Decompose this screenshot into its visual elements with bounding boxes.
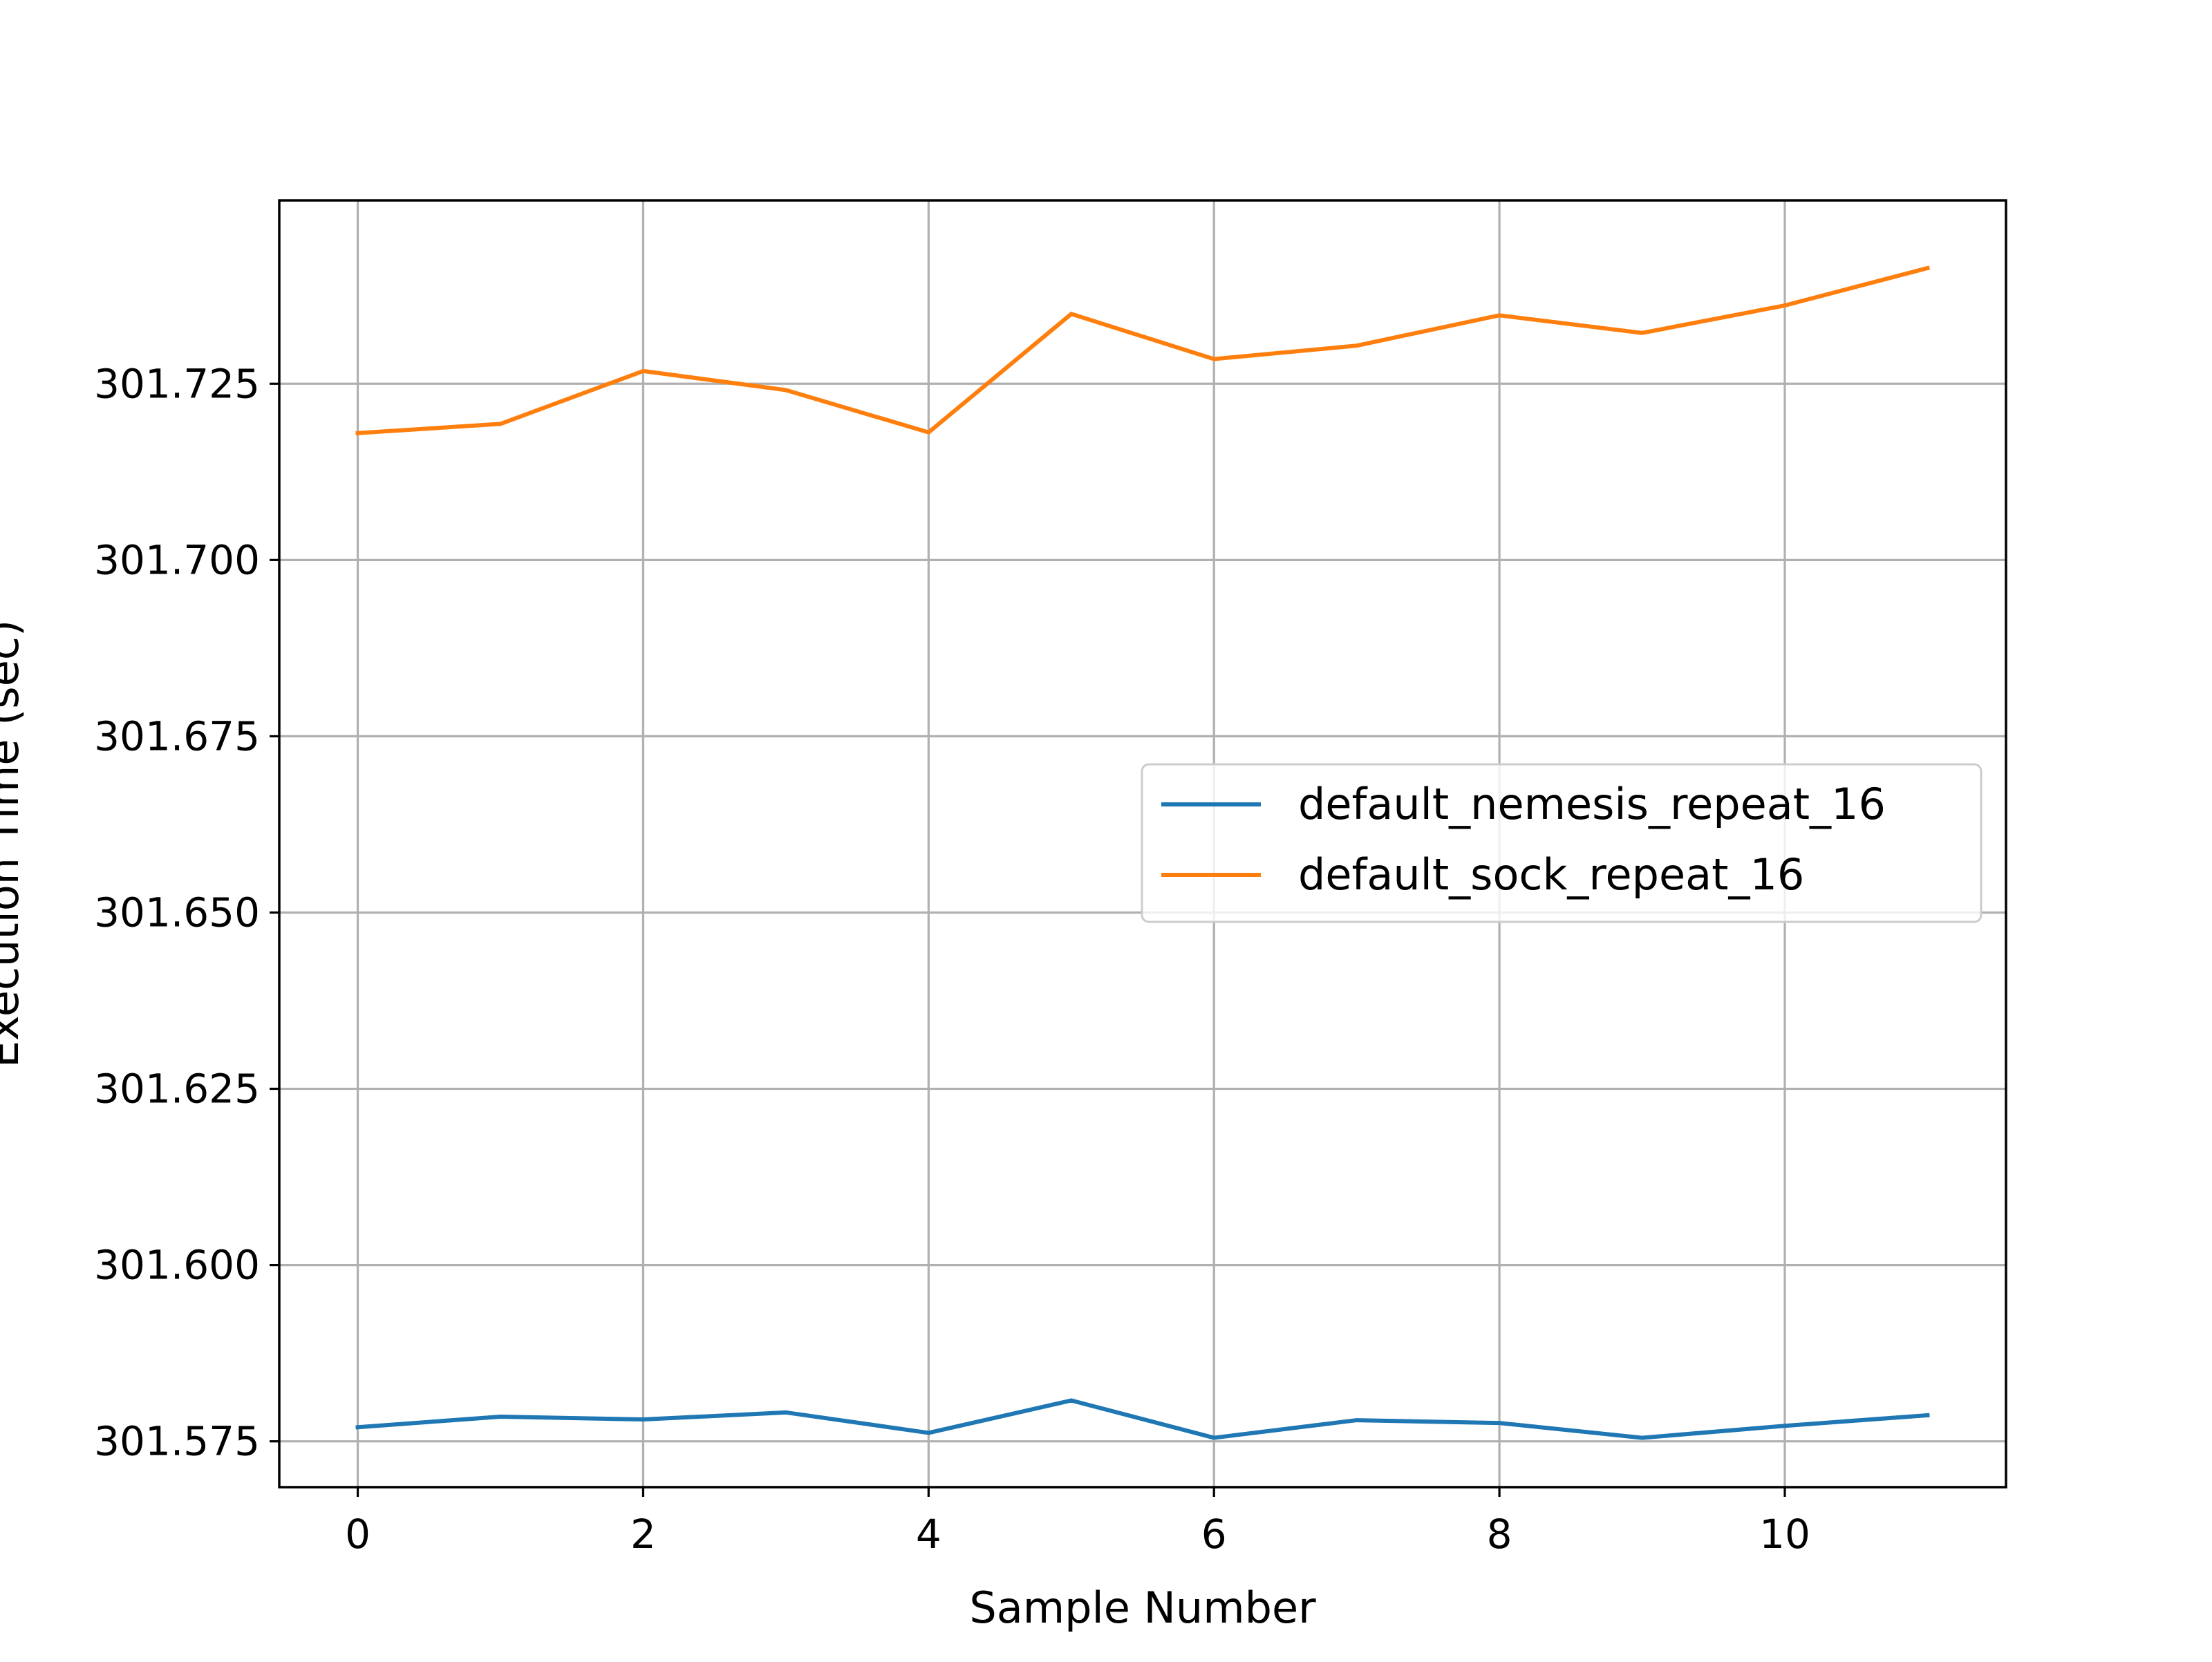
x-tick-label: 6	[1201, 1511, 1227, 1558]
legend: default_nemesis_repeat_16 default_sock_r…	[1141, 763, 1983, 923]
legend-label-nemesis: default_nemesis_repeat_16	[1298, 779, 1886, 829]
series-line-1	[355, 265, 1931, 435]
data-point	[926, 1430, 931, 1435]
data-point	[1783, 303, 1788, 308]
y-tick-label: 301.600	[94, 1242, 260, 1289]
y-axis-label: Execution Time (sec)	[0, 620, 28, 1068]
data-point	[1783, 1424, 1788, 1428]
legend-label-sock: default_sock_repeat_16	[1298, 849, 1804, 900]
y-tick-label: 301.625	[94, 1066, 260, 1113]
y-tick-label: 301.650	[94, 889, 260, 936]
y-tick-label: 301.725	[94, 360, 260, 407]
y-tick-label: 301.675	[94, 712, 260, 759]
x-tick-label: 10	[1759, 1511, 1810, 1558]
data-point	[1925, 1413, 1930, 1417]
x-tick-label: 2	[630, 1511, 656, 1558]
data-point	[1925, 265, 1930, 270]
x-tick-label: 0	[345, 1511, 371, 1558]
data-point	[1212, 1435, 1217, 1440]
plot-frame	[278, 199, 2007, 1489]
axis-ticks: 0 2 4 6 8 10 301.575 301.600 301.625 301.650 301.6…	[94, 360, 1810, 1558]
data-point	[1640, 330, 1644, 335]
data-point	[926, 430, 931, 435]
x-tick-label: 8	[1487, 1511, 1512, 1558]
series-lines	[355, 265, 1931, 1440]
data-point	[355, 431, 360, 435]
data-point	[1640, 1435, 1644, 1440]
data-point	[498, 1414, 503, 1419]
y-tick-label: 301.700	[94, 536, 260, 583]
data-point	[355, 1425, 360, 1430]
data-point	[783, 1410, 788, 1415]
data-point	[1354, 1418, 1359, 1423]
y-tick-label: 301.575	[94, 1418, 260, 1465]
data-point	[1212, 357, 1217, 361]
series-line-0	[355, 1398, 1930, 1440]
data-point	[1497, 313, 1502, 318]
x-tick-label: 4	[916, 1511, 941, 1558]
data-point	[1069, 1398, 1074, 1403]
data-point	[1354, 343, 1359, 348]
legend-box	[1141, 763, 1983, 923]
data-point	[641, 1417, 646, 1422]
data-point	[498, 422, 503, 426]
data-point	[641, 368, 646, 373]
data-point	[1497, 1421, 1502, 1426]
data-point	[783, 388, 788, 393]
x-axis-label: Sample Number	[969, 1583, 1316, 1633]
data-point	[1069, 312, 1074, 317]
